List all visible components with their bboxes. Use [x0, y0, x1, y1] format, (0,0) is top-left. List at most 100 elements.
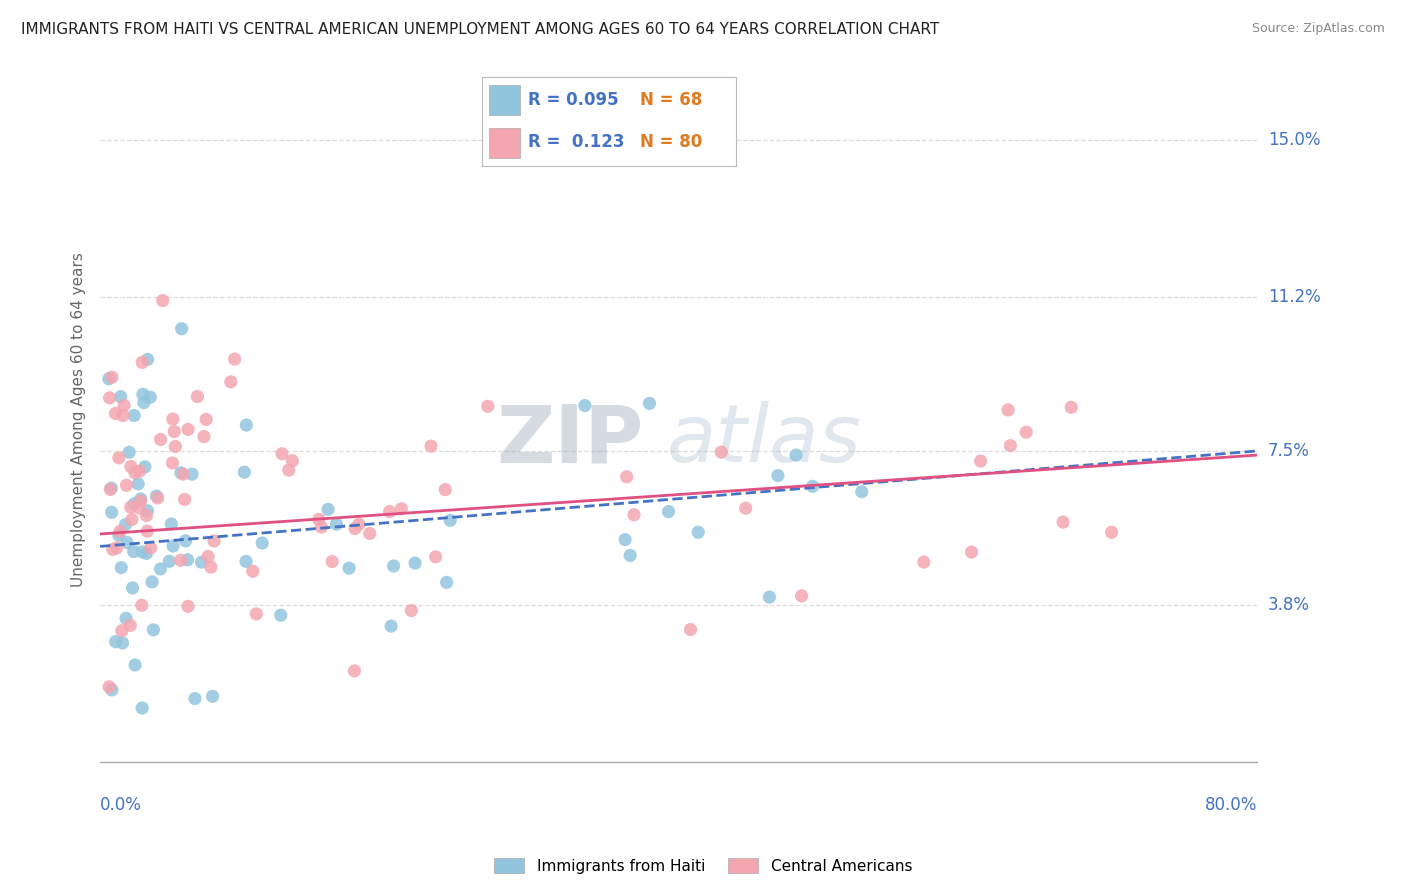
Point: [235, 554, 257, 568]
Point: [401, 603, 423, 617]
Point: [758, 590, 780, 604]
Text: 3.8%: 3.8%: [1268, 596, 1310, 614]
Point: [114, 517, 136, 532]
Point: [311, 520, 333, 534]
Point: [122, 544, 145, 558]
Point: [162, 412, 184, 426]
Point: [277, 463, 299, 477]
Point: [172, 467, 194, 482]
Point: [105, 541, 128, 555]
Text: 7.5%: 7.5%: [1268, 442, 1310, 460]
Point: [122, 409, 145, 423]
Point: [347, 517, 370, 532]
Point: [380, 619, 402, 633]
Point: [688, 525, 710, 540]
Point: [378, 505, 401, 519]
Text: 0.0%: 0.0%: [100, 797, 142, 814]
Point: [141, 574, 163, 589]
Point: [801, 479, 824, 493]
Point: [912, 555, 935, 569]
Point: [104, 634, 127, 648]
Point: [1015, 425, 1038, 440]
Point: [734, 501, 756, 516]
Point: [165, 440, 187, 454]
Point: [477, 399, 499, 413]
Point: [202, 534, 225, 549]
Point: [128, 500, 150, 515]
Point: [343, 664, 366, 678]
Point: [173, 492, 195, 507]
Point: [127, 476, 149, 491]
Point: [120, 618, 142, 632]
Point: [146, 491, 169, 505]
Point: [135, 546, 157, 560]
Text: atlas: atlas: [666, 401, 862, 479]
Point: [790, 589, 813, 603]
Point: [1101, 525, 1123, 540]
Point: [145, 489, 167, 503]
Point: [160, 516, 183, 531]
Point: [101, 542, 124, 557]
Point: [245, 607, 267, 621]
Point: [101, 370, 124, 384]
Point: [614, 533, 637, 547]
Point: [242, 564, 264, 578]
Point: [1052, 515, 1074, 529]
Point: [100, 481, 122, 495]
Point: [181, 467, 204, 482]
Point: [382, 559, 405, 574]
Point: [176, 553, 198, 567]
Point: [132, 387, 155, 401]
Point: [710, 445, 733, 459]
Point: [619, 549, 641, 563]
Point: [136, 524, 159, 538]
Point: [270, 608, 292, 623]
Point: [162, 539, 184, 553]
Point: [124, 466, 146, 480]
Point: [281, 454, 304, 468]
Point: [219, 375, 242, 389]
Point: [124, 497, 146, 511]
Point: [233, 465, 256, 479]
Text: 80.0%: 80.0%: [1205, 797, 1257, 814]
Point: [186, 390, 208, 404]
Point: [201, 690, 224, 704]
Text: 11.2%: 11.2%: [1268, 288, 1320, 306]
Point: [98, 483, 121, 497]
Point: [177, 599, 200, 614]
Point: [766, 468, 789, 483]
Point: [638, 396, 661, 410]
Point: [108, 524, 131, 539]
Text: Source: ZipAtlas.com: Source: ZipAtlas.com: [1251, 22, 1385, 36]
Point: [163, 425, 186, 439]
Point: [271, 447, 294, 461]
Point: [425, 549, 447, 564]
Point: [149, 562, 172, 576]
Point: [108, 450, 131, 465]
Point: [100, 505, 122, 519]
Text: IMMIGRANTS FROM HAITI VS CENTRAL AMERICAN UNEMPLOYMENT AMONG AGES 60 TO 64 YEARS: IMMIGRANTS FROM HAITI VS CENTRAL AMERICA…: [21, 22, 939, 37]
Point: [129, 494, 152, 508]
Point: [389, 501, 412, 516]
Point: [224, 352, 246, 367]
Point: [131, 355, 153, 369]
Point: [131, 545, 153, 559]
Point: [131, 599, 153, 613]
Point: [111, 409, 134, 423]
Point: [121, 581, 143, 595]
Point: [325, 517, 347, 532]
Point: [142, 623, 165, 637]
Point: [128, 464, 150, 478]
Point: [152, 293, 174, 308]
Point: [174, 533, 197, 548]
Point: [129, 491, 152, 506]
Point: [197, 549, 219, 564]
Point: [997, 403, 1019, 417]
Point: [190, 555, 212, 569]
Point: [434, 483, 457, 497]
Point: [118, 445, 141, 459]
Point: [679, 623, 702, 637]
Point: [177, 422, 200, 436]
Point: [343, 522, 366, 536]
Point: [1000, 439, 1022, 453]
